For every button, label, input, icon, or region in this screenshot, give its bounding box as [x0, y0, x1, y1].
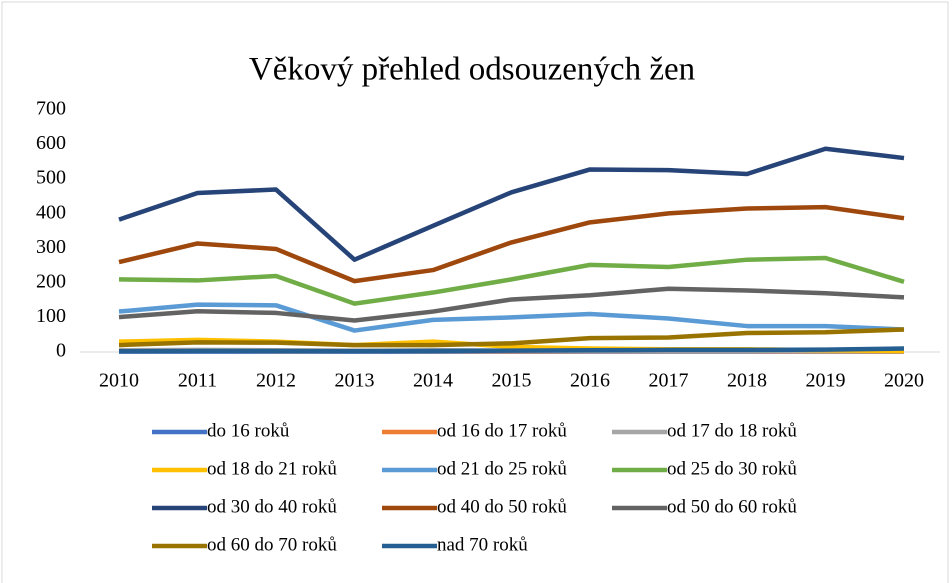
legend-label: od 30 do 40 roků [207, 496, 337, 517]
legend-label: od 17 do 18 roků [667, 420, 797, 441]
y-tick-label: 400 [36, 201, 66, 223]
legend-label: do 16 roků [207, 420, 290, 441]
legend-label: od 18 do 21 roků [207, 458, 337, 479]
series-line [118, 146, 905, 262]
y-tick-label: 300 [36, 236, 66, 258]
y-tick-label: 500 [36, 167, 66, 189]
y-tick-label: 0 [56, 340, 66, 362]
x-tick-label: 2017 [649, 370, 689, 392]
y-tick-label: 600 [36, 132, 66, 154]
x-tick-label: 2010 [99, 370, 139, 392]
series-line [118, 302, 905, 333]
series-line [118, 204, 905, 284]
x-tick-label: 2012 [256, 370, 296, 392]
series-line [118, 286, 905, 323]
x-tick-label: 2011 [178, 370, 217, 392]
x-tick-label: 2014 [413, 370, 453, 392]
legend-label: od 25 do 30 roků [667, 458, 797, 479]
legend-label: od 40 do 50 roků [437, 496, 567, 517]
legend-label: od 21 do 25 roků [437, 458, 567, 479]
series-line [118, 327, 905, 348]
legend-label: od 60 do 70 roků [207, 534, 337, 555]
series-line [118, 346, 905, 354]
x-tick-label: 2019 [806, 370, 846, 392]
x-tick-label: 2016 [570, 370, 610, 392]
legend-label: od 50 do 60 roků [667, 496, 797, 517]
series-line [118, 255, 905, 306]
x-tick-label: 2020 [884, 370, 924, 392]
y-tick-label: 700 [36, 98, 66, 120]
legend-label: od 16 do 17 roků [437, 420, 567, 441]
chart-title: Věkový přehled odsouzených žen [249, 52, 695, 88]
y-tick-label: 200 [36, 270, 66, 292]
y-tick-label: 100 [36, 305, 66, 327]
x-tick-label: 2018 [727, 370, 767, 392]
x-tick-label: 2013 [335, 370, 375, 392]
legend-label: nad 70 roků [437, 534, 528, 555]
x-tick-label: 2015 [492, 370, 532, 392]
